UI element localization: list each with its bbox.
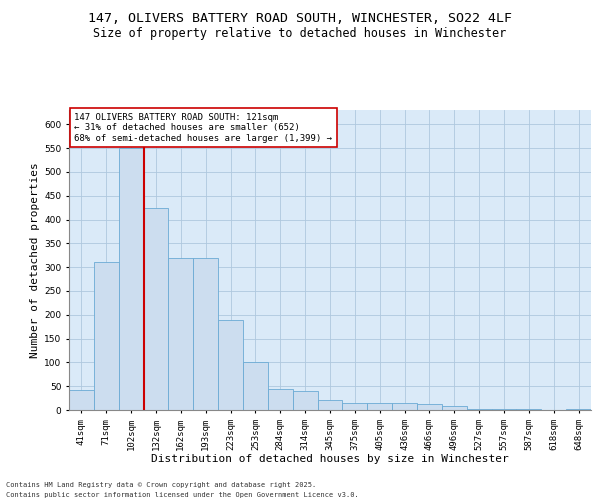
- Bar: [417, 404, 442, 410]
- Bar: [317, 400, 343, 410]
- Bar: [367, 403, 392, 410]
- Bar: [343, 403, 367, 410]
- Y-axis label: Number of detached properties: Number of detached properties: [30, 162, 40, 358]
- Text: Size of property relative to detached houses in Winchester: Size of property relative to detached ho…: [94, 28, 506, 40]
- Bar: [467, 409, 491, 410]
- Bar: [442, 406, 467, 410]
- Text: 147, OLIVERS BATTERY ROAD SOUTH, WINCHESTER, SO22 4LF: 147, OLIVERS BATTERY ROAD SOUTH, WINCHES…: [88, 12, 512, 26]
- Text: Contains public sector information licensed under the Open Government Licence v3: Contains public sector information licen…: [6, 492, 359, 498]
- Bar: [392, 403, 417, 410]
- Text: Contains HM Land Registry data © Crown copyright and database right 2025.: Contains HM Land Registry data © Crown c…: [6, 482, 316, 488]
- X-axis label: Distribution of detached houses by size in Winchester: Distribution of detached houses by size …: [151, 454, 509, 464]
- Bar: [69, 390, 94, 410]
- Bar: [143, 208, 169, 410]
- Bar: [491, 409, 517, 410]
- Bar: [218, 320, 243, 410]
- Bar: [94, 262, 119, 410]
- Bar: [243, 362, 268, 410]
- Bar: [517, 409, 541, 410]
- Bar: [566, 409, 591, 410]
- Bar: [119, 148, 143, 410]
- Text: 147 OLIVERS BATTERY ROAD SOUTH: 121sqm
← 31% of detached houses are smaller (652: 147 OLIVERS BATTERY ROAD SOUTH: 121sqm ←…: [74, 113, 332, 143]
- Bar: [268, 388, 293, 410]
- Bar: [169, 258, 193, 410]
- Bar: [193, 258, 218, 410]
- Bar: [293, 391, 317, 410]
